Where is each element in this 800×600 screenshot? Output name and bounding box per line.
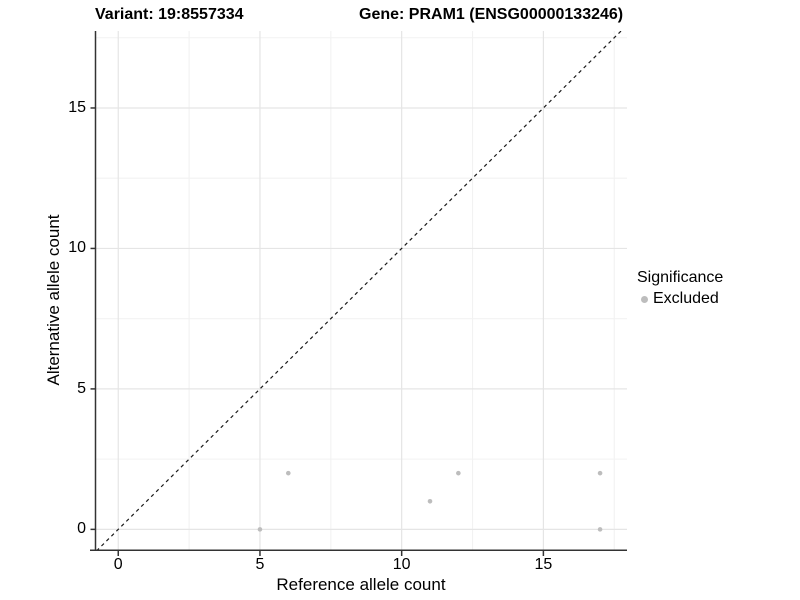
x-tick-label: 10: [392, 556, 411, 573]
data-point: [285, 470, 291, 476]
legend: Significance Excluded: [637, 267, 723, 309]
y-tick-label: 0: [77, 520, 86, 538]
excluded-point-icon: [641, 295, 648, 303]
x-tick-label: 15: [534, 556, 553, 573]
plot-panel: [90, 31, 627, 556]
y-tick-label: 10: [68, 239, 86, 257]
data-point: [597, 470, 603, 476]
y-tick-label: 15: [68, 98, 86, 116]
variant-title: Variant: 19:8557334: [95, 6, 244, 23]
data-point: [427, 498, 433, 504]
data-point: [456, 470, 461, 476]
x-axis-title: Reference allele count: [276, 575, 446, 594]
x-tick-label: 0: [113, 556, 123, 573]
y-tick-label: 5: [77, 379, 86, 397]
data-point: [257, 527, 263, 532]
legend-item-label: Excluded: [653, 290, 719, 307]
gene-title: Gene: PRAM1 (ENSG00000133246): [359, 6, 624, 23]
identity-line: [95, 31, 622, 551]
legend-title: Significance: [637, 269, 724, 286]
legend-item-excluded: Excluded: [637, 289, 723, 309]
x-tick-label: 5: [255, 556, 265, 573]
data-point: [597, 527, 603, 532]
